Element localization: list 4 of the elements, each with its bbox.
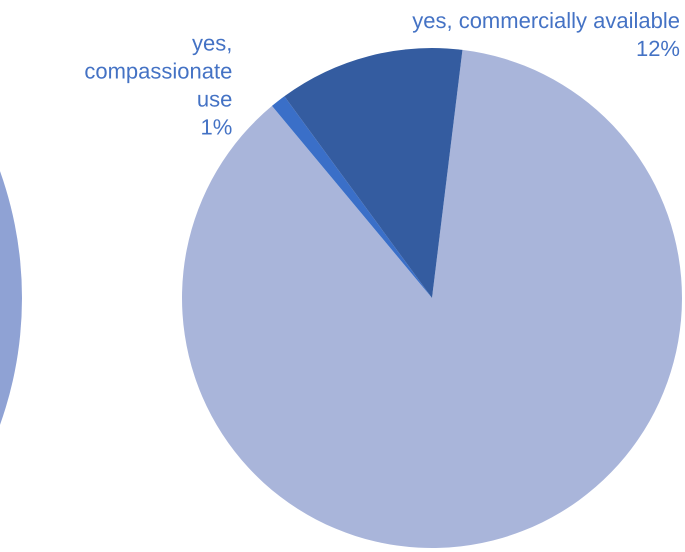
slice-label: yes, compassionate use xyxy=(84,30,232,112)
data-label: 1% xyxy=(200,114,232,140)
slice-label: yes, commercially available xyxy=(412,8,680,33)
data-label: 12% xyxy=(636,36,680,61)
